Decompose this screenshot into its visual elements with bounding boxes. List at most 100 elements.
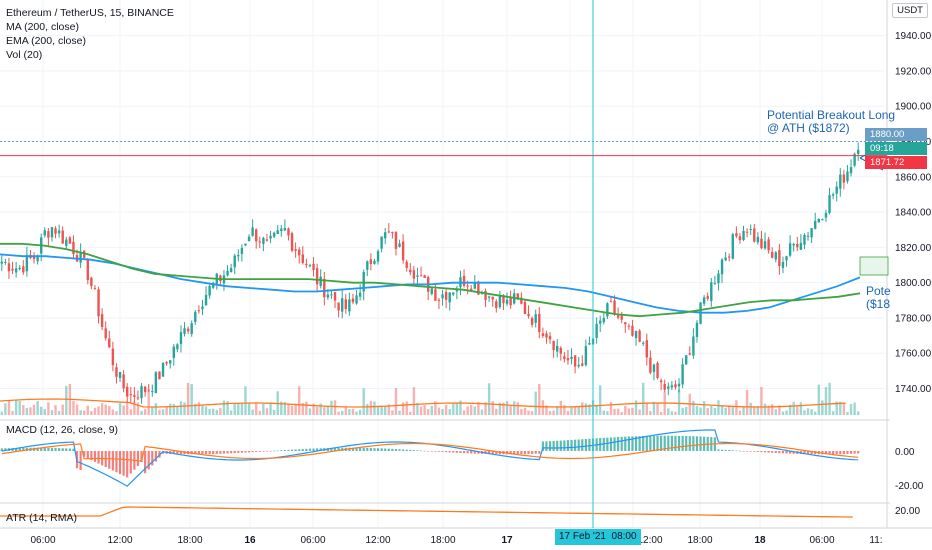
price-tick-8: 1780.00 (895, 313, 932, 324)
volume-bar (75, 404, 79, 415)
volume-bar (470, 405, 473, 415)
legend-ema[interactable]: EMA (200, close) (6, 35, 86, 47)
macd-hist-bar (423, 450, 426, 452)
macd-hist-bar (72, 448, 75, 451)
volume-bar (781, 411, 785, 415)
volume-bar (358, 409, 362, 415)
candle (688, 353, 691, 355)
macd-hist-bar (527, 451, 530, 454)
candle (194, 311, 197, 322)
candle (663, 384, 666, 390)
macd-hist-bar (462, 451, 466, 454)
candle (366, 261, 369, 270)
volume-bar (842, 404, 846, 415)
candle (738, 236, 742, 241)
macd-hist-bar (778, 451, 781, 454)
volume-bar (710, 405, 713, 415)
volume-bar (796, 406, 799, 415)
candle (509, 297, 512, 306)
legend-ma[interactable]: MA (200, close) (6, 21, 79, 33)
volume-bar (154, 403, 158, 415)
volume-bar (215, 409, 218, 415)
volume-bar (656, 402, 659, 415)
candle (330, 294, 333, 296)
macd-hist-bar (667, 435, 670, 451)
macd-hist-bar (627, 436, 630, 451)
candle (169, 360, 172, 364)
macd-hist-bar (144, 451, 147, 474)
candle (32, 256, 36, 260)
atr-label[interactable]: ATR (14, RMA) (6, 512, 77, 524)
price-tick-1: 1920.00 (895, 66, 932, 77)
candle (649, 357, 652, 373)
candle (441, 294, 444, 299)
candle (634, 331, 638, 339)
macd-hist-bar (90, 451, 93, 461)
candle (179, 332, 183, 344)
volume-bar (197, 402, 201, 415)
candle (122, 374, 125, 389)
macd-hist-bar (670, 435, 673, 451)
macd-hist-bar (230, 451, 233, 454)
macd-label[interactable]: MACD (12, 26, close, 9) (6, 424, 119, 436)
chart-grid (0, 0, 932, 529)
volume-bar (111, 409, 115, 415)
candle (470, 288, 473, 291)
volume-bar (584, 403, 588, 415)
volume-bar (642, 382, 645, 415)
macd-hist-bar (835, 451, 838, 455)
volume-bar (462, 410, 466, 415)
candle (505, 299, 509, 304)
candle (86, 260, 89, 280)
volume-bar (803, 410, 806, 415)
candle (846, 171, 849, 182)
volume-bar (849, 404, 853, 415)
volume-bar (147, 391, 150, 415)
candle (695, 322, 699, 337)
price-tick-10: 1740.00 (895, 384, 932, 395)
candle (652, 364, 656, 372)
volume-bar (602, 410, 605, 415)
macd-hist-bar (0, 448, 3, 451)
macd-hist-bar (763, 451, 767, 453)
volume-bar (595, 405, 598, 415)
support-annotation[interactable]: Pote ($18 (866, 285, 891, 311)
volume-bar (183, 402, 186, 415)
macd-hist-bar (409, 449, 412, 451)
volume-bar (616, 408, 620, 415)
candle (183, 328, 186, 334)
candle (401, 241, 405, 261)
currency-button[interactable]: USDT (892, 3, 928, 18)
candle (570, 356, 573, 359)
legend-symbol[interactable]: Ethereum / TetherUS, 15, BINANCE (6, 7, 174, 19)
candle (133, 395, 136, 397)
candle (333, 292, 337, 301)
candle (25, 255, 29, 272)
candle (226, 270, 229, 276)
volume-bar (118, 403, 122, 415)
macd-hist-bar (513, 451, 516, 455)
volume-bar (229, 410, 233, 415)
candle (520, 297, 523, 304)
volume-bar (702, 401, 706, 415)
macd-hist-bar (330, 447, 333, 451)
macd-hist-bar (606, 437, 609, 451)
macd-hist-bar (4, 448, 7, 451)
candle (717, 273, 720, 284)
volume-bar (570, 406, 573, 415)
candle (344, 299, 347, 310)
legend-vol[interactable]: Vol (20) (6, 49, 43, 61)
candle (251, 227, 254, 236)
macd-hist-bar (402, 449, 405, 451)
candle (22, 266, 25, 273)
candle (606, 303, 609, 317)
candle (563, 356, 566, 360)
volume-bar (538, 384, 541, 415)
breakout-annotation[interactable]: Potential Breakout Long @ ATH ($1872) (767, 109, 895, 135)
candle (620, 315, 623, 320)
macd-hist-bar (93, 451, 97, 462)
macd-hist-bar (631, 436, 634, 451)
volume-bar (760, 386, 763, 415)
volume-bar (165, 406, 168, 415)
